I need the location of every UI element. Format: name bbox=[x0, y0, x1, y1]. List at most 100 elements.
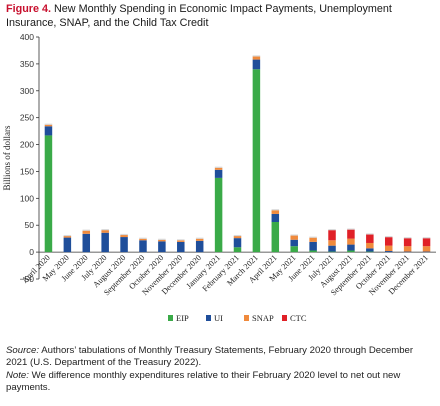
legend-swatch-snap bbox=[244, 315, 249, 321]
bar-snap-segment bbox=[328, 240, 336, 246]
bar-ui-segment bbox=[214, 169, 223, 178]
legend-label-snap: SNAP bbox=[252, 313, 274, 323]
bar-ui-segment bbox=[158, 241, 166, 253]
bar-ui-segment bbox=[139, 240, 147, 253]
bar-ctc-segment bbox=[347, 229, 355, 239]
bar-eip-segment bbox=[271, 221, 280, 253]
y-tick-label: 200 bbox=[20, 140, 34, 150]
bar-snap-segment bbox=[233, 235, 242, 239]
bar-snap-segment bbox=[347, 238, 355, 245]
y-tick-label: 0 bbox=[29, 247, 34, 257]
figure-title-text: New Monthly Spending in Economic Impact … bbox=[6, 3, 392, 29]
bar-cap bbox=[328, 229, 336, 231]
bar-ctc-segment bbox=[366, 234, 374, 243]
bar-cap bbox=[309, 236, 317, 238]
y-tick-label: 300 bbox=[20, 86, 34, 96]
bar-cap bbox=[177, 239, 185, 241]
bar-eip-segment bbox=[252, 69, 261, 253]
legend-swatch-ui bbox=[206, 315, 211, 321]
bar-ui-segment bbox=[195, 240, 204, 253]
legend-label-ctc: CTC bbox=[290, 313, 307, 323]
bar-ui-segment bbox=[403, 251, 412, 253]
bar-cap bbox=[233, 234, 242, 237]
bar-cap bbox=[384, 236, 393, 238]
bar-ui-segment bbox=[252, 59, 261, 70]
bar-cap bbox=[290, 234, 298, 236]
bar-snap-segment bbox=[177, 240, 185, 242]
bar-ctc-segment bbox=[403, 238, 412, 247]
bar-cap bbox=[44, 123, 53, 125]
bar-cap bbox=[82, 229, 91, 231]
legend-swatch-eip bbox=[168, 315, 173, 321]
legend-label-ui: UI bbox=[214, 313, 223, 323]
bar-cap bbox=[195, 237, 204, 239]
bar-cap bbox=[63, 234, 72, 237]
source-text: Authors’ tabulations of Monthly Treasury… bbox=[6, 345, 414, 369]
bar-snap-segment bbox=[82, 230, 91, 234]
bar-snap-segment bbox=[252, 56, 261, 60]
bar-cap bbox=[271, 209, 280, 211]
bar-snap-segment bbox=[271, 210, 280, 214]
bar-snap-segment bbox=[158, 239, 166, 242]
bar-cap bbox=[214, 166, 223, 168]
bar-snap-segment bbox=[403, 246, 412, 252]
bar-cap bbox=[347, 228, 355, 230]
legend-swatch-ctc bbox=[282, 315, 287, 321]
bar-cap bbox=[120, 233, 128, 236]
bar-snap-segment bbox=[422, 246, 431, 252]
note-lead: Note: bbox=[6, 369, 29, 381]
bar-ui-segment bbox=[233, 238, 242, 248]
figure-number: Figure 4. bbox=[6, 3, 51, 15]
bar-ui-segment bbox=[328, 245, 336, 252]
bar-snap-segment bbox=[101, 230, 109, 233]
bar-snap-segment bbox=[309, 237, 317, 242]
bar-ui-segment bbox=[44, 126, 53, 136]
bar-ui-segment bbox=[384, 251, 393, 253]
bar-snap-segment bbox=[63, 235, 72, 238]
bar-ui-segment bbox=[177, 241, 185, 253]
bar-snap-segment bbox=[120, 234, 128, 238]
y-tick-label: 150 bbox=[20, 166, 34, 176]
bar-eip-segment bbox=[214, 177, 223, 253]
bar-ui-segment bbox=[366, 248, 374, 252]
bar-cap bbox=[252, 55, 261, 57]
y-tick-label: 400 bbox=[20, 32, 34, 42]
source-lead: Source: bbox=[6, 345, 40, 356]
bar-cap bbox=[101, 229, 109, 231]
bar-cap bbox=[158, 238, 166, 240]
bar-eip-segment bbox=[290, 246, 298, 253]
method-note: Note: We difference monthly expenditures… bbox=[6, 370, 434, 395]
bar-ctc-segment bbox=[422, 238, 431, 247]
bar-cap bbox=[403, 237, 412, 239]
legend-label-eip: EIP bbox=[176, 313, 189, 323]
bar-eip-segment bbox=[233, 247, 242, 253]
bar-snap-segment bbox=[366, 242, 374, 249]
bar-ctc-segment bbox=[384, 237, 393, 246]
figure-title: Figure 4. New Monthly Spending in Econom… bbox=[6, 2, 434, 30]
bar-eip-segment bbox=[366, 251, 374, 253]
bar-cap bbox=[422, 237, 431, 239]
bar-snap-segment bbox=[44, 124, 53, 127]
bar-ui-segment bbox=[63, 237, 72, 253]
y-tick-label: 350 bbox=[20, 59, 34, 69]
bar-eip-segment bbox=[309, 250, 317, 253]
source-note: Source: Authors’ tabulations of Monthly … bbox=[6, 345, 434, 370]
bar-snap-segment bbox=[195, 238, 204, 241]
spending-chart: −50 0 50 100 150 200 250 300 350 400 Billions of d… bbox=[2, 32, 436, 323]
bar-snap-segment bbox=[139, 238, 147, 241]
bar-snap-segment bbox=[384, 245, 393, 252]
y-tick-label: 100 bbox=[20, 193, 34, 203]
bar-eip-segment bbox=[44, 135, 53, 253]
bar-eip-segment bbox=[347, 250, 355, 253]
bar-ui-segment bbox=[120, 237, 128, 253]
bar-cap bbox=[139, 237, 147, 239]
y-tick-label: −50 bbox=[20, 274, 35, 284]
figure-notes: Source: Authors’ tabulations of Monthly … bbox=[6, 345, 434, 395]
bar-ui-segment bbox=[82, 233, 91, 253]
bar-ctc-segment bbox=[328, 230, 336, 241]
bar-snap-segment bbox=[290, 235, 298, 240]
y-tick-label: 50 bbox=[25, 220, 35, 230]
bar-snap-segment bbox=[214, 167, 223, 170]
bar-eip-segment bbox=[328, 251, 336, 253]
bar-ui-segment bbox=[347, 244, 355, 251]
